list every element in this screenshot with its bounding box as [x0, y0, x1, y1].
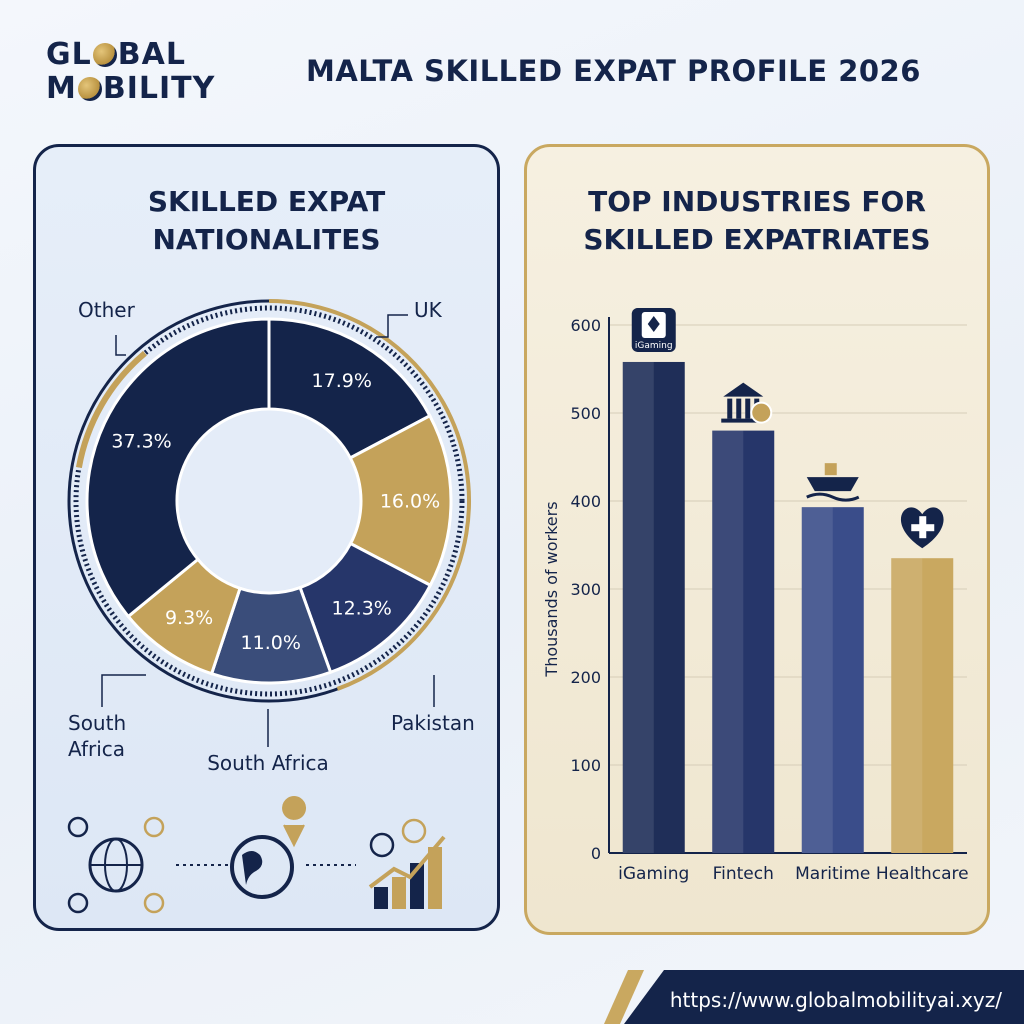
growth-bar-icon: [374, 887, 388, 909]
y-tick-label: 500: [570, 404, 601, 423]
person-node-icon: [67, 816, 89, 838]
leader-line: [376, 314, 408, 338]
world-globe-icon: [230, 835, 294, 899]
dollar-coin-icon: [401, 818, 427, 844]
footer-bar: [624, 970, 1024, 1024]
bar-shade: [622, 361, 654, 853]
ship-icon: [806, 463, 860, 502]
page-title: MALTA SKILLED EXPAT PROFILE 2026: [306, 54, 921, 88]
bar-igaming: [622, 361, 685, 853]
ship-hull: [806, 477, 859, 492]
person-node-icon: [67, 892, 89, 914]
icon-caption: iGaming: [635, 341, 673, 351]
bank-pillar: [727, 398, 733, 419]
person-node-icon: [143, 816, 165, 838]
y-tick-label: 300: [570, 580, 601, 599]
outer-ring-dashed: [73, 305, 465, 697]
bank-base: [721, 418, 766, 423]
bank-pillar: [745, 398, 751, 419]
leader-line: [101, 674, 146, 707]
slice-value-label: 11.0%: [241, 632, 301, 654]
pie-slice: [267, 317, 432, 460]
pie-slice: [85, 317, 271, 619]
bar-healthcare: [891, 558, 954, 853]
bank-roof: [723, 382, 764, 397]
bar-title: TOP INDUSTRIES FOR SKILLED EXPATRIATES: [583, 185, 931, 256]
coin-icon: [750, 401, 773, 424]
bar-shade: [891, 558, 923, 853]
slice-value-label: 37.3%: [111, 431, 171, 453]
y-axis-label: Thousands of workers: [542, 501, 561, 677]
person-node-icon: [143, 892, 165, 914]
x-tick-label: Maritime: [795, 864, 870, 884]
bank-pillar: [736, 398, 742, 419]
pie-chart: 17.9% 16.0% 12.3% 11.0% 9.3% 37.3% UK Other Paki…: [67, 298, 475, 914]
location-pin-icon: [282, 796, 307, 848]
y-tick-label: 0: [591, 844, 601, 863]
bar-shade: [712, 430, 744, 853]
legend-label-pakistan: Pakistan: [391, 711, 475, 735]
spade-shape: [647, 315, 660, 332]
leader-line: [115, 335, 126, 356]
legend-label-uk: UK: [414, 298, 443, 322]
footer-url[interactable]: https://www.globalmobilityai.xyz/: [669, 988, 1002, 1012]
growth-bar-icon: [392, 877, 406, 909]
y-tick-label: 100: [570, 756, 601, 775]
slice-value-label: 12.3%: [332, 597, 392, 619]
legend-label-other: Other: [78, 298, 136, 322]
globe-icon: [92, 43, 117, 67]
gold-ring-arc: [268, 299, 472, 691]
globe-icon: [77, 77, 102, 101]
globe-land: [242, 851, 263, 885]
slice-value-label: 9.3%: [165, 607, 213, 629]
heart-medical-icon: [900, 507, 944, 549]
pie-title: SKILLED EXPAT NATIONALITES: [147, 185, 386, 256]
legend-label-south-africa: South Africa: [207, 751, 329, 775]
industries-panel: TOP INDUSTRIES FOR SKILLED EXPATRIATES 0…: [524, 144, 990, 935]
bar-chart: 0 100 200 300 400 500 600 Thousands of workers i…: [542, 307, 969, 884]
y-tick-label: 600: [570, 316, 601, 335]
nationalities-panel: SKILLED EXPAT NATIONALITES 17.9% 16.0% 12.…: [33, 144, 500, 931]
x-tick-label: Healthcare: [876, 864, 969, 884]
y-tick-label: 400: [570, 492, 601, 511]
legend-label-south-africa-2: South: [68, 711, 126, 735]
brand-logo: GL BAL M BILITY: [46, 37, 216, 106]
slice-value-label: 16.0%: [380, 491, 440, 513]
donut-hole: [179, 411, 359, 591]
dollar-coin-icon: [369, 832, 395, 858]
x-tick-label: Fintech: [713, 864, 774, 884]
cards-icon: iGaming: [631, 307, 676, 352]
growth-bar-icon: [428, 847, 442, 909]
ship-cabin: [824, 463, 837, 476]
bar-fintech: [712, 430, 775, 853]
gold-ring-arc: [75, 350, 147, 469]
cross-h: [911, 524, 935, 532]
growth-arrow-icon: [368, 835, 446, 889]
bank-icon: [721, 382, 773, 424]
legend-label-south-africa-2b: Africa: [68, 737, 125, 761]
bar-shade: [801, 507, 833, 853]
y-tick-label: 200: [570, 668, 601, 687]
bottom-icons: [67, 796, 446, 914]
slice-value-label: 17.9%: [312, 370, 372, 392]
x-tick-label: iGaming: [618, 864, 689, 884]
bar-maritime: [801, 507, 864, 853]
wave: [806, 492, 860, 502]
